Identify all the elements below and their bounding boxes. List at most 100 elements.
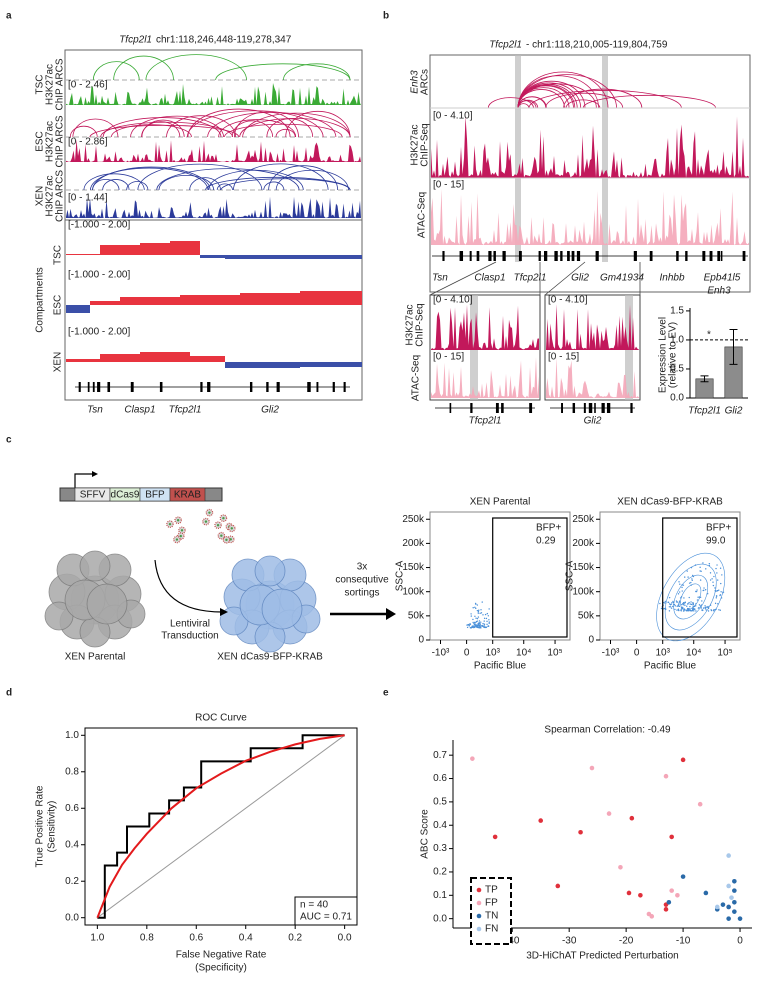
track-label: ATAC-Seq [417,192,428,238]
legend-label: FN [485,924,498,935]
event-dot [477,610,480,613]
cell-label: XEN [53,352,64,373]
event-dot [476,609,479,612]
exon [633,251,637,261]
virus-core [168,522,172,526]
point [680,874,686,879]
y-tick-label: 0.0 [670,393,684,404]
event-dot [481,624,484,627]
point [732,900,737,905]
exon [567,251,570,261]
error-bar [700,375,709,383]
event-dot [477,612,479,614]
event-dot [683,604,685,606]
loop-arc [220,178,351,191]
event-dot [476,620,479,622]
event-dot [706,606,708,608]
event-dot [483,617,486,620]
track-range: [0 - 4.10] [548,295,588,306]
y-axis-label: (relative to EV) [668,322,679,388]
event-dot [714,587,716,589]
y-tick-label: 0.4 [433,820,447,831]
event-dot [691,578,693,580]
step-label: consequtive [335,575,389,586]
event-dot [481,601,483,603]
event-dot [677,604,679,607]
point [714,904,720,910]
track-label: ChIP-Seq [415,303,426,346]
loop-arc [216,183,233,191]
x-tick-label: -10³ [432,648,450,659]
compartment-block [225,255,362,259]
event-dot [485,617,488,620]
loop-arc [102,179,130,191]
event-dot [699,579,702,581]
event-dot [693,610,695,612]
event-dot [715,597,718,599]
loop-arc [275,128,296,138]
y-tick-label: 0.8 [65,766,79,777]
y-tick-label: 0.2 [433,867,447,878]
exon [459,251,464,261]
y-tick-label: 100k [402,586,425,597]
event-dot [486,623,488,626]
exon [501,403,504,413]
point [629,815,635,821]
event-dot [659,602,661,605]
event-dot [716,564,718,566]
event-dot [471,626,473,628]
y-tick-label: 0.2 [65,876,79,887]
vector-label: SFFV [80,490,106,501]
exon [630,403,633,413]
step-label: Lentiviral [170,619,210,630]
track-range: [0 - 4.10] [433,295,473,306]
density-contour [656,552,726,642]
assay-label: ChIP ARCS [55,115,66,167]
virus-core [230,527,233,530]
compartment-block [225,362,300,368]
y-tick-label: 0.6 [433,773,447,784]
exon [307,382,311,392]
point [618,864,623,870]
event-dot [704,605,706,607]
exon [495,403,499,413]
event-dot [703,587,705,589]
cell-label: XEN [35,186,46,207]
gate-value: 99.0 [706,536,726,547]
event-dot [713,575,715,578]
event-dot [700,570,702,573]
exon [200,382,203,392]
loop-arc [224,123,343,138]
virus-core [180,529,184,532]
loop-arc [517,74,617,109]
event-dot [474,602,477,605]
y-tick-label: 50k [578,610,595,621]
event-dot [692,603,695,606]
legend-swatch [476,913,482,919]
event-dot [476,617,479,620]
cell-label: ESC [35,131,46,152]
event-dot [712,581,714,583]
event-dot [690,610,692,612]
event-dot [690,581,692,584]
event-dot [478,621,480,624]
compartment-block [140,243,170,255]
event-dot [696,599,699,601]
event-dot [480,621,482,623]
y-tick-label: 0.1 [433,890,447,901]
event-dot [719,609,721,611]
panel-label: a [6,11,12,22]
loop-arc [186,110,324,138]
event-dot [682,610,685,612]
point [726,916,731,921]
event-dot [482,614,484,616]
compartment-block [140,352,190,362]
legend-swatch [476,887,482,893]
loop-arc [113,55,174,81]
event-dot [717,603,719,605]
point [732,909,737,914]
y-tick-label: 1.5 [670,306,684,317]
panel-label: b [383,11,389,22]
x-tick-label: Gli2 [725,406,743,417]
exon [449,403,452,413]
